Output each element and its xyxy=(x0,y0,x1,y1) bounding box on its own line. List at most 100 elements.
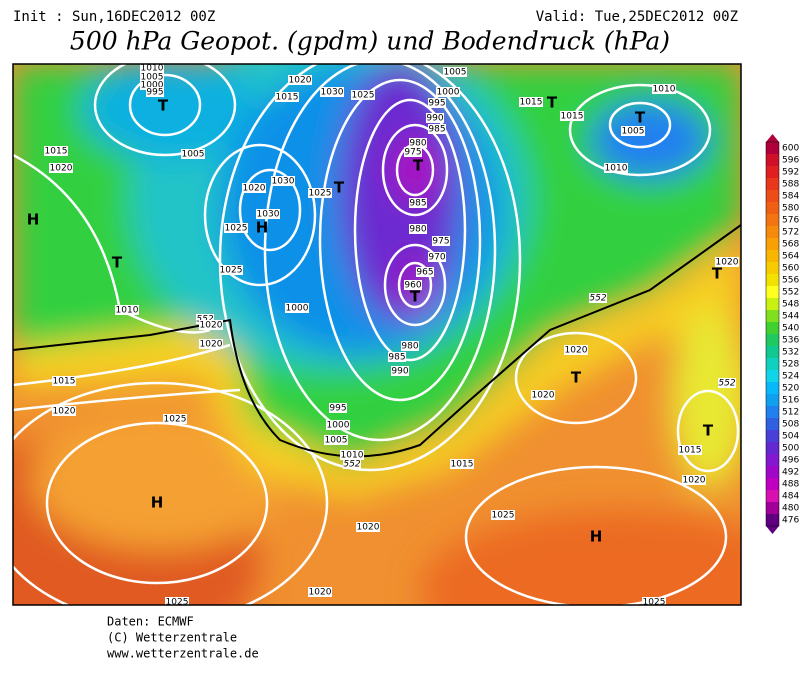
isobar-label: 1015 xyxy=(561,112,584,122)
colorbar-swatch xyxy=(766,442,779,454)
colorbar-swatch xyxy=(766,142,779,154)
isobar-label: 1025 xyxy=(352,91,375,101)
isobar-label: 1020 xyxy=(50,164,73,174)
isobar-label: 985 xyxy=(428,125,445,135)
isobar-label: 1015 xyxy=(451,460,474,470)
colorbar-label: 564 xyxy=(782,252,799,262)
colorbar-label: 480 xyxy=(782,504,799,514)
colorbar-label: 580 xyxy=(782,204,799,214)
init-time: Init : Sun,16DEC2012 00Z xyxy=(13,9,215,25)
colorbar-label: 560 xyxy=(782,264,799,274)
colorbar-swatch xyxy=(766,286,779,298)
isobar-label-bg xyxy=(401,341,419,351)
isobar-label-bg xyxy=(115,305,139,315)
isobar-label-bg xyxy=(242,183,266,193)
isobar-label: 1010 xyxy=(653,85,676,95)
colorbar-label: 476 xyxy=(782,516,799,526)
colorbar-swatch xyxy=(766,490,779,502)
isobar-label: 1020 xyxy=(716,258,739,268)
isobar-label-bg xyxy=(560,111,584,121)
isobar-label-bg xyxy=(409,198,427,208)
colorbar-swatch xyxy=(766,310,779,322)
isobar-label-bg xyxy=(428,98,446,108)
colorbar-swatch xyxy=(766,370,779,382)
isobar-label-bg xyxy=(604,163,628,173)
isobar-label-bg xyxy=(519,97,543,107)
isobar-label-bg xyxy=(140,72,164,82)
colorbar-label: 532 xyxy=(782,348,799,358)
isobar-label: 552 xyxy=(196,315,213,325)
colorbar-swatch xyxy=(766,298,779,310)
isobar-label-bg xyxy=(426,113,444,123)
isobar-label: 552 xyxy=(718,379,735,389)
pressure-center: T xyxy=(158,97,169,115)
isobar-label: 1005 xyxy=(182,150,205,160)
isobar-label: 1020 xyxy=(200,340,223,350)
isobar-label-bg xyxy=(682,475,706,485)
isobar-label-bg xyxy=(181,149,205,159)
map-title: 500 hPa Geopot. (gpdm) und Bodendruck (h… xyxy=(70,27,670,56)
isobar-label-bg xyxy=(44,146,68,156)
isobar-label-bg xyxy=(49,163,73,173)
colorbar-swatch xyxy=(766,154,779,166)
isobar-label-bg xyxy=(140,64,164,73)
colorbar-label: 552 xyxy=(782,288,799,298)
isobar-label-bg xyxy=(356,522,380,532)
colorbar-tip xyxy=(766,526,779,534)
isobar-label: 1030 xyxy=(321,88,344,98)
isobar-label-bg xyxy=(275,92,299,102)
isobar-label-bg xyxy=(199,339,223,349)
isobar-label-bg xyxy=(388,352,406,362)
colorbar-label: 492 xyxy=(782,468,799,478)
isobar-label-bg xyxy=(52,376,76,386)
colorbar-swatch xyxy=(766,466,779,478)
pressure-center: T xyxy=(547,94,558,112)
isobar-label: 1020 xyxy=(565,346,588,356)
colorbar-label: 572 xyxy=(782,228,799,238)
colorbar-label: 488 xyxy=(782,480,799,490)
isobar-label-bg xyxy=(351,90,375,100)
isobar-label-bg xyxy=(146,87,164,97)
pressure-center: H xyxy=(256,219,269,237)
pressure-center: H xyxy=(27,211,40,229)
isobar-label-bg xyxy=(589,293,607,303)
colorbar-swatch xyxy=(766,226,779,238)
colorbar-label: 524 xyxy=(782,372,799,382)
colorbar-swatch xyxy=(766,262,779,274)
isobar-label-bg xyxy=(224,223,248,233)
colorbar-label: 592 xyxy=(782,168,799,178)
colorbar-label: 588 xyxy=(782,180,799,190)
isobar-label-bg xyxy=(288,75,312,85)
isobars xyxy=(13,64,740,605)
isobar-label: 1010 xyxy=(141,64,164,74)
isobar-label: 1025 xyxy=(220,266,243,276)
colorbar-label: 548 xyxy=(782,300,799,310)
isobar-label: 1000 xyxy=(437,88,460,98)
isobar-label: 1020 xyxy=(289,76,312,86)
isobar-label: 990 xyxy=(391,367,408,377)
footer-line: Daten: ECMWF xyxy=(107,615,194,629)
colorbar-label: 600 xyxy=(782,144,799,154)
isobar-label-bg xyxy=(409,138,427,148)
isobar-label: 1000 xyxy=(141,81,164,91)
isobar-label-bg xyxy=(326,420,350,430)
valid-time: Valid: Tue,25DEC2012 00Z xyxy=(536,9,738,25)
isobar-label-bg xyxy=(329,403,347,413)
isobar-label: 1010 xyxy=(116,306,139,316)
isobar-label-bg xyxy=(531,390,555,400)
isobar-label-bg xyxy=(428,124,446,134)
colorbar-swatch xyxy=(766,202,779,214)
isobar-label-bg xyxy=(450,459,474,469)
isobar-label-bg xyxy=(428,252,446,262)
isobar-label: 1025 xyxy=(225,224,248,234)
isobar-label: 1020 xyxy=(357,523,380,533)
isobar-label-bg xyxy=(285,303,309,313)
isobar-label: 552 xyxy=(343,460,360,470)
isobar-label: 990 xyxy=(426,114,443,124)
colorbar-label: 544 xyxy=(782,312,799,322)
isobar-label: 1015 xyxy=(53,377,76,387)
isobar-label-bg xyxy=(391,366,409,376)
isobar-label: 1005 xyxy=(141,73,164,83)
